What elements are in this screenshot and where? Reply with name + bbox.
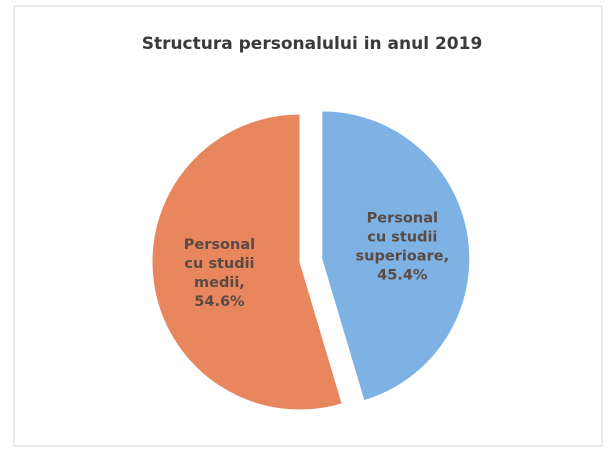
chart-title: Structura personalului in anul 2019 xyxy=(142,34,483,54)
slice-value-label: 45.4% xyxy=(377,268,428,284)
pie-slice xyxy=(151,113,343,411)
slice-value-label: 54.6% xyxy=(194,294,245,310)
slice-label: Personal cu studii medii, xyxy=(184,237,255,291)
slice-label: Personal cu studii superioare, xyxy=(356,211,450,265)
pie-slice xyxy=(321,110,471,402)
